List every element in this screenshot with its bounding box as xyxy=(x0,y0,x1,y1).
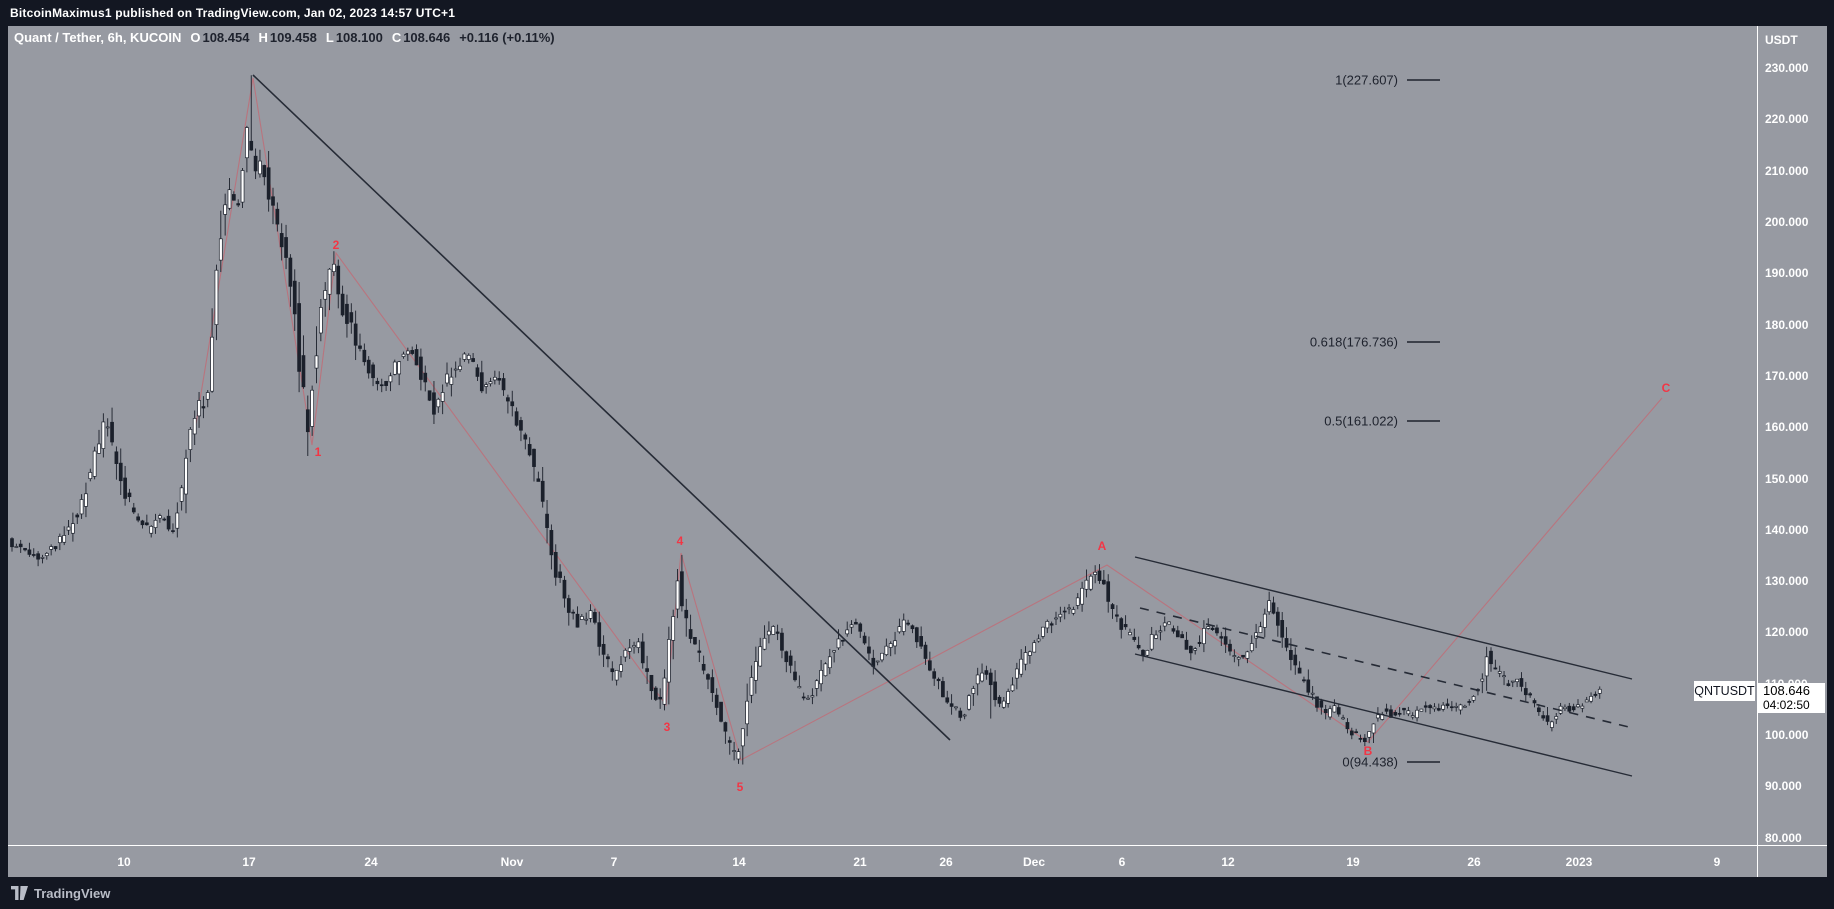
wave-label-4: 4 xyxy=(677,534,684,548)
attribution-text: BitcoinMaximus1 published on TradingView… xyxy=(10,6,456,20)
time-axis[interactable]: 10 17 24 Nov 7 14 21 26 Dec 6 12 19 26 2023 9 xyxy=(8,845,1757,878)
chart-canvas[interactable]: 1(227.607) 0.618(176.736) 0.5(161.022) 0(94… xyxy=(8,26,1756,845)
time-axis-tick: 12 xyxy=(1221,855,1235,869)
price-axis-tick: 220.000 xyxy=(1765,112,1809,127)
time-axis-corner xyxy=(1757,845,1827,878)
change-value: +0.116 (+0.11%) xyxy=(459,30,555,45)
wave-label-1: 1 xyxy=(315,445,322,459)
price-axis[interactable]: USDT 230.000 220.000 210.000 200.000 190.000… xyxy=(1757,26,1827,845)
channel-lower-line[interactable] xyxy=(1134,653,1633,777)
wave-label-3: 3 xyxy=(664,720,671,734)
time-axis-tick: 26 xyxy=(1467,855,1481,869)
price-axis-tick: 200.000 xyxy=(1765,215,1809,229)
time-axis-tick: 21 xyxy=(853,855,867,869)
price-axis-tick: 190.000 xyxy=(1765,266,1809,281)
time-axis-tick: 6 xyxy=(1118,855,1126,869)
time-axis-tick: 26 xyxy=(939,855,953,869)
candles-group xyxy=(10,75,1602,765)
price-axis-tick: 90.000 xyxy=(1765,779,1802,794)
price-axis-tick: 230.000 xyxy=(1765,61,1809,76)
fib-retracement-labels: 1(227.607) 0.618(176.736) 0.5(161.022) 0(94… xyxy=(1310,73,1440,770)
last-price-value: 108.646 xyxy=(1763,683,1810,698)
chart-area: 1(227.607) 0.618(176.736) 0.5(161.022) 0(94… xyxy=(8,26,1827,878)
wave-label-A: A xyxy=(1098,539,1107,553)
price-axis-tick: 210.000 xyxy=(1765,163,1809,178)
price-axis-tick: 160.000 xyxy=(1765,420,1809,435)
open-label: O xyxy=(190,30,201,45)
tradingview-logo[interactable]: TradingView xyxy=(11,886,110,901)
footer-bar: TradingView xyxy=(0,877,1834,909)
close-label: C xyxy=(391,30,402,45)
price-axis-unit: USDT xyxy=(1765,33,1798,47)
symbol-legend: Quant / Tether, 6h, KUCOIN O 108.454 H 1… xyxy=(14,30,555,45)
bar-countdown: 04:02:50 xyxy=(1763,698,1810,712)
price-axis-tick: 180.000 xyxy=(1765,317,1809,332)
time-axis-tick: 17 xyxy=(242,855,256,869)
high-label: H xyxy=(258,30,268,45)
fib-level-label: 0.618(176.736) xyxy=(1310,335,1398,350)
channel-upper-line[interactable] xyxy=(1134,556,1633,680)
open-value: 108.454 xyxy=(202,30,250,45)
wave-label-2: 2 xyxy=(333,238,340,252)
elliott-zigzag-line xyxy=(194,77,1663,761)
time-axis-tick: 10 xyxy=(117,855,131,869)
time-axis-tick: 7 xyxy=(610,855,618,869)
price-axis-tick: 100.000 xyxy=(1765,728,1809,742)
attribution-bar: BitcoinMaximus1 published on TradingView… xyxy=(0,0,1834,26)
close-value: 108.646 xyxy=(403,30,451,45)
time-axis-tick: 14 xyxy=(732,855,746,869)
time-axis-tick: Dec xyxy=(1022,855,1046,869)
symbol-title: Quant / Tether, 6h, KUCOIN xyxy=(14,30,182,45)
wave-label-C: C xyxy=(1662,381,1671,395)
descending-trendline[interactable] xyxy=(252,74,951,741)
high-value: 109.458 xyxy=(269,30,317,45)
price-axis-tick: 130.000 xyxy=(1765,574,1809,589)
time-axis-tick: Nov xyxy=(500,855,524,869)
fib-level-label: 0(94.438) xyxy=(1342,755,1398,770)
price-axis-tick: 140.000 xyxy=(1765,522,1809,537)
price-axis-tick: 150.000 xyxy=(1765,471,1809,486)
price-axis-tick: 170.000 xyxy=(1765,368,1809,383)
tradingview-logo-icon xyxy=(11,886,28,900)
price-axis-tick: 120.000 xyxy=(1765,625,1809,640)
price-axis-tick: 80.000 xyxy=(1765,830,1802,845)
fib-level-label: 0.5(161.022) xyxy=(1324,414,1398,429)
wave-label-B: B xyxy=(1364,744,1373,758)
time-axis-tick: 9 xyxy=(1713,855,1721,869)
low-label: L xyxy=(325,30,334,45)
last-price-label: 108.646 04:02:50 xyxy=(1758,683,1825,713)
fib-level-label: 1(227.607) xyxy=(1335,73,1398,88)
chart-plot[interactable]: 1(227.607) 0.618(176.736) 0.5(161.022) 0(94… xyxy=(8,26,1825,845)
time-axis-tick: 19 xyxy=(1346,855,1360,869)
wave-labels: 1 2 3 4 5 A B C xyxy=(315,238,1671,794)
series-symbol-label: QNTUSDT xyxy=(1694,681,1755,701)
wave-label-5: 5 xyxy=(737,780,744,794)
tradingview-logo-text: TradingView xyxy=(34,885,111,901)
low-value: 108.100 xyxy=(335,30,383,45)
time-axis-tick: 24 xyxy=(364,855,378,869)
time-axis-tick: 2023 xyxy=(1565,855,1593,869)
